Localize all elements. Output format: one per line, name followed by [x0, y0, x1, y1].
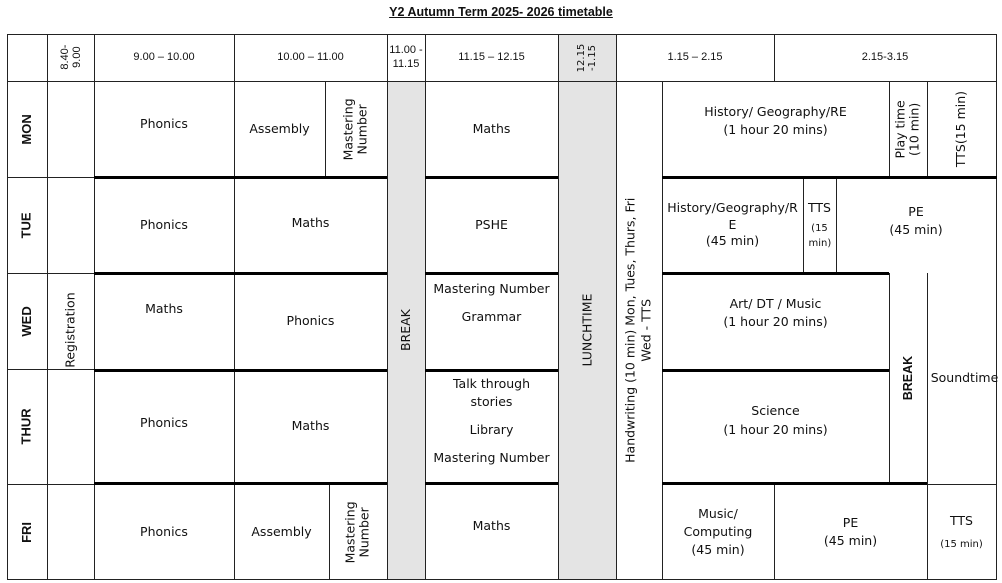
- tue-pshe: PSHE: [475, 216, 508, 232]
- thur-science: Science (1 hour 20 mins): [723, 403, 828, 437]
- day-tue: TUE: [18, 212, 34, 238]
- time-0215: 2.15-3.15: [861, 50, 909, 63]
- fri-mastering: Mastering Number: [342, 500, 372, 564]
- fri-tts: TTS (15 min): [940, 512, 983, 550]
- fri-assembly: Assembly: [251, 523, 312, 539]
- wed-phonics: Phonics: [286, 312, 335, 328]
- time-0900: 9.00 – 10.00: [133, 50, 195, 63]
- thur-maths: Maths: [291, 418, 330, 434]
- day-thur: THUR: [18, 408, 34, 445]
- tue-pe: PE (45 min): [889, 203, 943, 237]
- time-1100: 11.00 - 11.15: [389, 44, 423, 70]
- mon-maths: Maths: [472, 120, 511, 136]
- break-am-label: BREAK: [397, 309, 413, 352]
- tue-history: History/Geography/R E (45 min): [667, 199, 798, 249]
- lunchtime-column: LUNCHTIME: [558, 81, 616, 580]
- mon-mastering: Mastering Number: [340, 97, 370, 161]
- time-1000: 10.00 – 11.00: [277, 50, 344, 63]
- break-am-column: BREAK: [387, 81, 425, 580]
- page-title: Y2 Autumn Term 2025- 2026 timetable: [389, 5, 613, 19]
- time-1215: 12.15 -1.15: [576, 43, 598, 72]
- day-fri: FRI: [18, 521, 34, 543]
- time-0115: 1.15 – 2.15: [667, 50, 723, 63]
- lunchtime-header: 12.15 -1.15: [558, 34, 616, 81]
- thur-p1: Phonics: [140, 414, 188, 430]
- wed-p3: Mastering Number Grammar: [433, 281, 550, 325]
- tue-tts: TTS (15 min): [808, 199, 832, 250]
- tue-p1: Phonics: [140, 216, 188, 232]
- fri-music: Music/ Computing (45 min): [683, 505, 753, 558]
- mon-history: History/ Geography/RE (1 hour 20 mins): [704, 104, 847, 138]
- mon-playtime: Play time (10 min): [892, 99, 922, 159]
- mon-tts: TTS(15 min): [953, 90, 969, 168]
- lunchtime-label: LUNCHTIME: [578, 294, 594, 367]
- handwriting-wed-label: Wed - TTS: [639, 299, 654, 362]
- break-pm-label: BREAK: [900, 356, 915, 401]
- mon-assembly: Assembly: [249, 120, 310, 136]
- wed-maths: Maths: [145, 300, 183, 316]
- fri-pe: PE (45 min): [823, 514, 878, 548]
- day-mon: MON: [18, 113, 34, 145]
- registration-column: Registration: [47, 81, 94, 580]
- day-wed: WED: [18, 305, 34, 337]
- soundtime: Soundtime: [930, 370, 999, 386]
- time-0840: 8.40-9.00: [58, 44, 83, 71]
- handwriting-label: Handwriting (10 min) Mon, Tues, Thurs, F…: [622, 197, 638, 464]
- mon-p1: Phonics: [140, 116, 188, 131]
- break-pm-column: BREAK: [889, 273, 927, 484]
- tue-maths: Maths: [291, 214, 330, 230]
- handwriting-column: Handwriting (10 min) Mon, Tues, Thurs, F…: [616, 81, 662, 580]
- thur-p3: Talk through stories Library Mastering N…: [433, 376, 550, 466]
- fri-p1: Phonics: [140, 523, 188, 539]
- registration-label: Registration: [62, 292, 78, 369]
- wed-art: Art/ DT / Music (1 hour 20 mins): [723, 296, 828, 330]
- fri-maths: Maths: [472, 517, 511, 533]
- time-1115: 11.15 – 12.15: [458, 50, 525, 63]
